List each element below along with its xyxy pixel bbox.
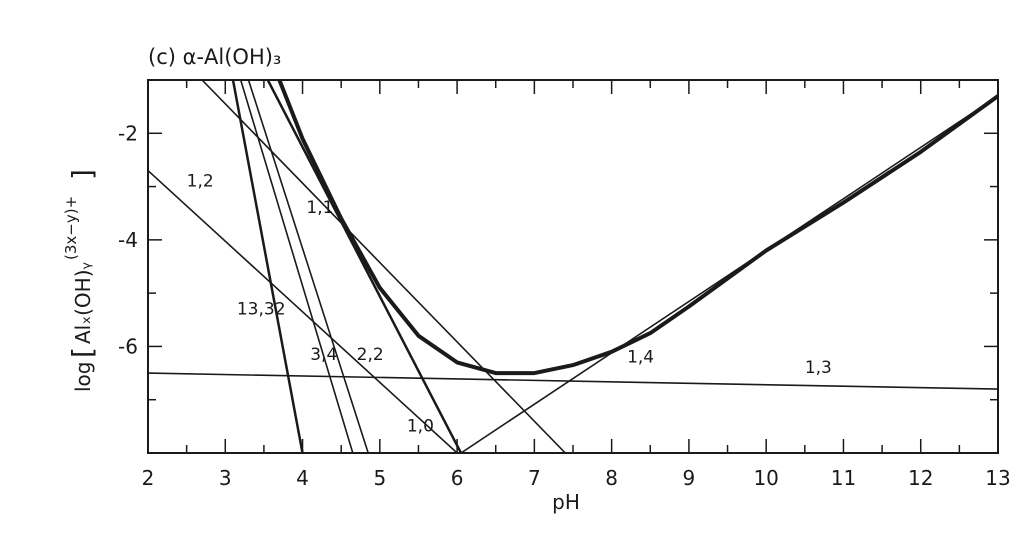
y-axis-tick-labels: -2 -4 -6 (118, 121, 138, 358)
x-axis-label: pH (552, 490, 580, 514)
x-tick-label: 12 (908, 466, 933, 490)
series-line-13-32 (231, 80, 304, 453)
x-tick-label: 8 (605, 466, 618, 490)
x-tick-label: 10 (753, 466, 778, 490)
x-tick-label: 5 (373, 466, 386, 490)
plot-frame (147, 79, 999, 454)
y-axis-label-prefix: log (71, 362, 95, 393)
x-tick-label: 4 (296, 466, 309, 490)
series-line-total (277, 80, 998, 376)
y-tick-label: -2 (118, 121, 138, 145)
series-line-3-4 (239, 80, 354, 453)
y-axis-label: log [ Alₓ(OH)ᵧ (3x−y)+ ] (62, 169, 99, 392)
series-line-1-4 (460, 95, 998, 453)
y-axis-label-species: Alₓ(OH)ᵧ (71, 261, 95, 344)
series-line-1-1 (201, 80, 567, 453)
plot-area: 1,0 1,1 1,2 1,3 1,4 2,2 3,4 13,32 (147, 79, 999, 454)
line-label: 1,4 (627, 347, 654, 367)
x-tick-label: 6 (451, 466, 464, 490)
series-line-1-0 (266, 80, 463, 453)
x-tick-label: 9 (683, 466, 696, 490)
line-label: 3,4 (310, 345, 337, 365)
x-tick-label: 13 (985, 466, 1010, 490)
x-tick-label: 7 (528, 466, 541, 490)
y-axis-label-bracket-close: ] (66, 169, 99, 180)
y-axis-label-bracket-open: [ (66, 347, 99, 358)
chart-title: (c) α-Al(OH)₃ (148, 45, 281, 69)
line-label: 1,0 (407, 417, 434, 437)
line-label: 2,2 (357, 345, 384, 365)
series-line-labels: 1,0 1,1 1,2 1,3 1,4 2,2 3,4 13,32 (187, 172, 832, 437)
y-tick-label: -4 (118, 228, 138, 252)
series-line-1-2 (148, 169, 458, 453)
axis-ticks (147, 80, 999, 453)
y-axis-label-charge: (3x−y)+ (62, 196, 80, 260)
x-axis-tick-labels: 2 3 4 5 6 7 8 9 10 11 12 13 (142, 466, 1011, 490)
line-label: 13,32 (237, 299, 286, 319)
x-tick-label: 11 (831, 466, 856, 490)
x-tick-label: 2 (142, 466, 155, 490)
y-tick-label: -6 (118, 334, 138, 358)
line-label: 1,3 (805, 358, 832, 378)
line-label: 1,1 (306, 198, 333, 218)
series-line-2-2 (247, 80, 370, 453)
x-tick-label: 3 (219, 466, 232, 490)
series-line-1-3 (148, 372, 998, 390)
line-label: 1,2 (187, 172, 214, 192)
series-lines (148, 80, 998, 453)
